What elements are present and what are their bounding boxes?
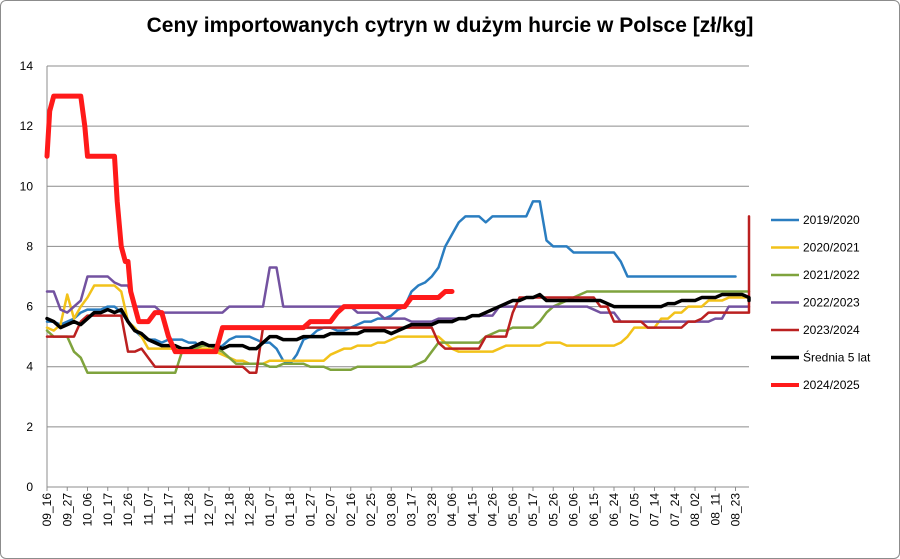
x-tick-label: 09_16 bbox=[40, 493, 54, 527]
x-tick-label: 05_06 bbox=[506, 493, 520, 527]
legend-label: 2021/2022 bbox=[803, 268, 860, 282]
x-tick-label: 11_17 bbox=[162, 493, 176, 526]
x-tick-label: 04_06 bbox=[445, 493, 459, 527]
x-tick-label: 06_15 bbox=[587, 493, 601, 527]
x-tick-label: 03_08 bbox=[384, 493, 398, 527]
series-line-6 bbox=[44, 93, 455, 355]
series-line-0 bbox=[45, 200, 737, 365]
y-tick-label: 8 bbox=[26, 239, 33, 253]
legend-label: Średnia 5 lat bbox=[803, 350, 871, 365]
legend-label: 2023/2024 bbox=[803, 323, 860, 337]
y-axis: 0 2 4 6 8 10 12 14 bbox=[20, 59, 48, 494]
legend-label: 2020/2021 bbox=[803, 241, 860, 255]
y-tick-label: 0 bbox=[26, 480, 33, 494]
x-tick-label: 05_17 bbox=[526, 493, 540, 527]
x-tick-label: 10_26 bbox=[121, 493, 135, 527]
x-tick-label: 07_24 bbox=[668, 493, 682, 527]
x-tick-label: 08_23 bbox=[729, 493, 743, 527]
x-tick-label: 08_02 bbox=[688, 493, 702, 527]
y-tick-label: 6 bbox=[26, 300, 33, 314]
y-tick-label: 14 bbox=[20, 59, 34, 73]
x-tick-label: 02_16 bbox=[344, 493, 358, 527]
chart-title: Ceny importowanych cytryn w dużym hurcie… bbox=[146, 14, 754, 37]
x-tick-label: 11_07 bbox=[141, 493, 155, 526]
x-tick-label: 10_17 bbox=[101, 493, 115, 527]
x-tick-label: 08_11 bbox=[708, 493, 722, 526]
x-tick-label: 01_27 bbox=[303, 493, 317, 527]
x-tick-label: 07_05 bbox=[627, 493, 641, 527]
x-tick-label: 02_07 bbox=[324, 493, 338, 527]
x-tick-label: 06_06 bbox=[567, 493, 581, 527]
legend-label: 2019/2020 bbox=[803, 213, 860, 227]
x-tick-label: 12_18 bbox=[222, 493, 236, 527]
y-tick-label: 10 bbox=[20, 179, 34, 193]
legend: 2019/2020 2020/2021 2021/2022 2022/2023 2023… bbox=[771, 213, 871, 392]
x-tick-label: 10_06 bbox=[81, 493, 95, 527]
x-axis: 09_16 09_27 10_06 10_17 10_26 11_07 11_17 11_28… bbox=[40, 486, 749, 527]
y-tick-label: 2 bbox=[26, 420, 33, 434]
legend-label: 2022/2023 bbox=[803, 296, 860, 310]
series-line-1 bbox=[45, 284, 751, 365]
x-tick-label: 09_27 bbox=[60, 493, 74, 527]
x-tick-label: 12_28 bbox=[243, 493, 257, 527]
legend-label: 2024/2025 bbox=[803, 378, 860, 392]
x-tick-label: 02_25 bbox=[364, 493, 378, 527]
x-tick-label: 03_28 bbox=[425, 493, 439, 527]
series-line-5 bbox=[45, 292, 751, 351]
x-tick-label: 07_14 bbox=[648, 493, 662, 527]
x-tick-label: 11_28 bbox=[182, 493, 196, 526]
series-lines bbox=[44, 93, 751, 374]
x-tick-label: 06_24 bbox=[607, 493, 621, 527]
x-tick-label: 01_07 bbox=[263, 493, 277, 527]
x-tick-label: 04_15 bbox=[465, 493, 479, 527]
x-tick-label: 01_18 bbox=[283, 493, 297, 527]
x-tick-label: 03_17 bbox=[405, 493, 419, 527]
x-tick-label: 05_26 bbox=[546, 493, 560, 527]
x-tick-label: 12_07 bbox=[202, 493, 216, 527]
x-tick-label: 04_26 bbox=[486, 493, 500, 527]
y-tick-label: 12 bbox=[20, 119, 34, 133]
y-tick-label: 4 bbox=[26, 360, 33, 374]
